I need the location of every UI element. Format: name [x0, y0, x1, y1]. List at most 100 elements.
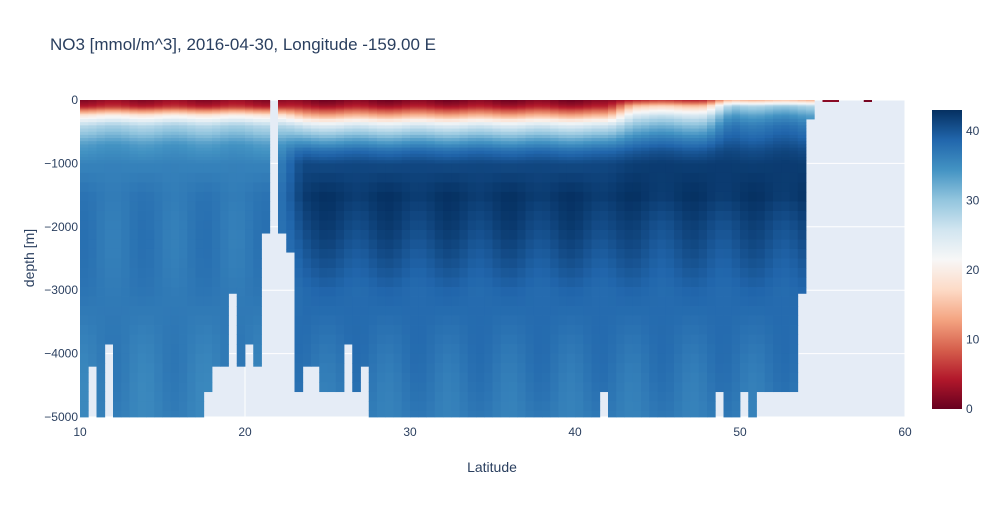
heatmap-cell: [368, 116, 378, 119]
heatmap-cell: [377, 353, 386, 364]
heatmap-cell: [253, 220, 262, 231]
heatmap-cell: [690, 344, 700, 354]
heatmap-cell: [773, 128, 782, 133]
heatmap-cell: [261, 160, 271, 164]
heatmap-cell: [657, 115, 667, 117]
heatmap-cell: [591, 113, 601, 116]
heatmap-cell: [302, 220, 312, 231]
heatmap-cell: [781, 182, 790, 193]
heatmap-cell: [641, 382, 650, 393]
heatmap-cell: [781, 105, 790, 107]
heatmap-cell: [715, 116, 724, 119]
heatmap-cell: [80, 344, 89, 354]
heatmap-cell: [261, 108, 271, 111]
heatmap-cell: [550, 163, 559, 174]
heatmap-cell: [740, 125, 749, 129]
heatmap-cell: [434, 100, 444, 102]
heatmap-cell: [797, 110, 807, 112]
heatmap-cell: [517, 220, 526, 231]
heatmap-cell: [632, 110, 642, 112]
heatmap-cell: [121, 110, 130, 112]
heatmap-cell: [335, 160, 345, 164]
heatmap-cell: [228, 141, 238, 145]
heatmap-cell: [319, 115, 328, 117]
heatmap-cell: [690, 122, 700, 126]
heatmap-cell: [484, 210, 493, 221]
heatmap-cell: [467, 102, 477, 105]
heatmap-cell: [443, 363, 452, 374]
heatmap-cell: [748, 401, 757, 412]
heatmap-cell: [154, 210, 163, 221]
heatmap-cell: [236, 106, 246, 109]
heatmap-cell: [104, 108, 114, 111]
heatmap-cell: [294, 153, 304, 158]
heatmap-cell: [533, 108, 543, 111]
heatmap-cell: [723, 191, 733, 202]
heatmap-cell: [657, 128, 667, 133]
heatmap-cell: [764, 372, 774, 383]
heatmap-cell: [599, 382, 609, 393]
x-tick-label: 40: [568, 425, 582, 439]
heatmap-cell: [451, 103, 460, 106]
heatmap-cell: [327, 220, 337, 231]
heatmap-cell: [649, 100, 658, 102]
heatmap-cell: [286, 107, 295, 110]
heatmap-cell: [674, 115, 683, 117]
heatmap-cell: [599, 191, 609, 202]
heatmap-cell: [401, 382, 411, 393]
heatmap-cell: [187, 107, 196, 110]
heatmap-cell: [228, 201, 238, 212]
heatmap-cell: [723, 277, 733, 288]
heatmap-cell: [451, 116, 460, 119]
heatmap-cell: [195, 229, 205, 240]
heatmap-cell: [674, 117, 683, 120]
heatmap-cell: [608, 153, 617, 158]
heatmap-cell: [789, 106, 799, 109]
heatmap-cell: [583, 287, 592, 297]
heatmap-cell: [319, 117, 328, 120]
heatmap-cell: [632, 141, 642, 145]
heatmap-cell: [187, 191, 196, 202]
heatmap-cell: [203, 116, 213, 119]
heatmap-cell: [624, 107, 634, 110]
heatmap-cell: [484, 306, 493, 316]
heatmap-cell: [690, 315, 700, 326]
heatmap-cell: [121, 344, 130, 354]
heatmap-cell: [187, 391, 196, 402]
heatmap-cell: [509, 325, 518, 335]
heatmap-cell: [641, 201, 650, 212]
heatmap-cell: [113, 102, 122, 105]
heatmap-cell: [641, 111, 650, 114]
heatmap-cell: [88, 106, 97, 109]
heatmap-cell: [476, 401, 485, 412]
heatmap-cell: [467, 131, 477, 136]
heatmap-cell: [632, 210, 642, 221]
heatmap-cell: [781, 287, 790, 297]
heatmap-cell: [245, 134, 254, 139]
heatmap-cell: [740, 111, 749, 114]
heatmap-cell: [665, 325, 675, 335]
heatmap-cell: [302, 115, 312, 117]
heatmap-cell: [113, 258, 122, 269]
heatmap-cell: [393, 134, 403, 139]
heatmap-cell: [344, 141, 353, 145]
heatmap-cell: [789, 100, 799, 102]
heatmap-cell: [294, 163, 304, 174]
heatmap-cell: [129, 116, 139, 119]
heatmap-cell: [773, 111, 782, 114]
heatmap-cell: [575, 128, 584, 133]
heatmap-cell: [451, 334, 460, 345]
heatmap-cell: [583, 147, 592, 152]
heatmap-cell: [352, 287, 361, 297]
heatmap-cell: [517, 115, 526, 117]
heatmap-cell: [360, 210, 370, 221]
heatmap-cell: [80, 100, 89, 102]
heatmap-cell: [707, 410, 716, 418]
heatmap-cell: [261, 128, 271, 133]
heatmap-cell: [690, 268, 700, 278]
heatmap-cell: [410, 100, 419, 102]
heatmap-cell: [228, 125, 238, 129]
heatmap-cell: [327, 102, 337, 105]
heatmap-cell: [649, 125, 658, 129]
heatmap-cell: [418, 101, 427, 103]
